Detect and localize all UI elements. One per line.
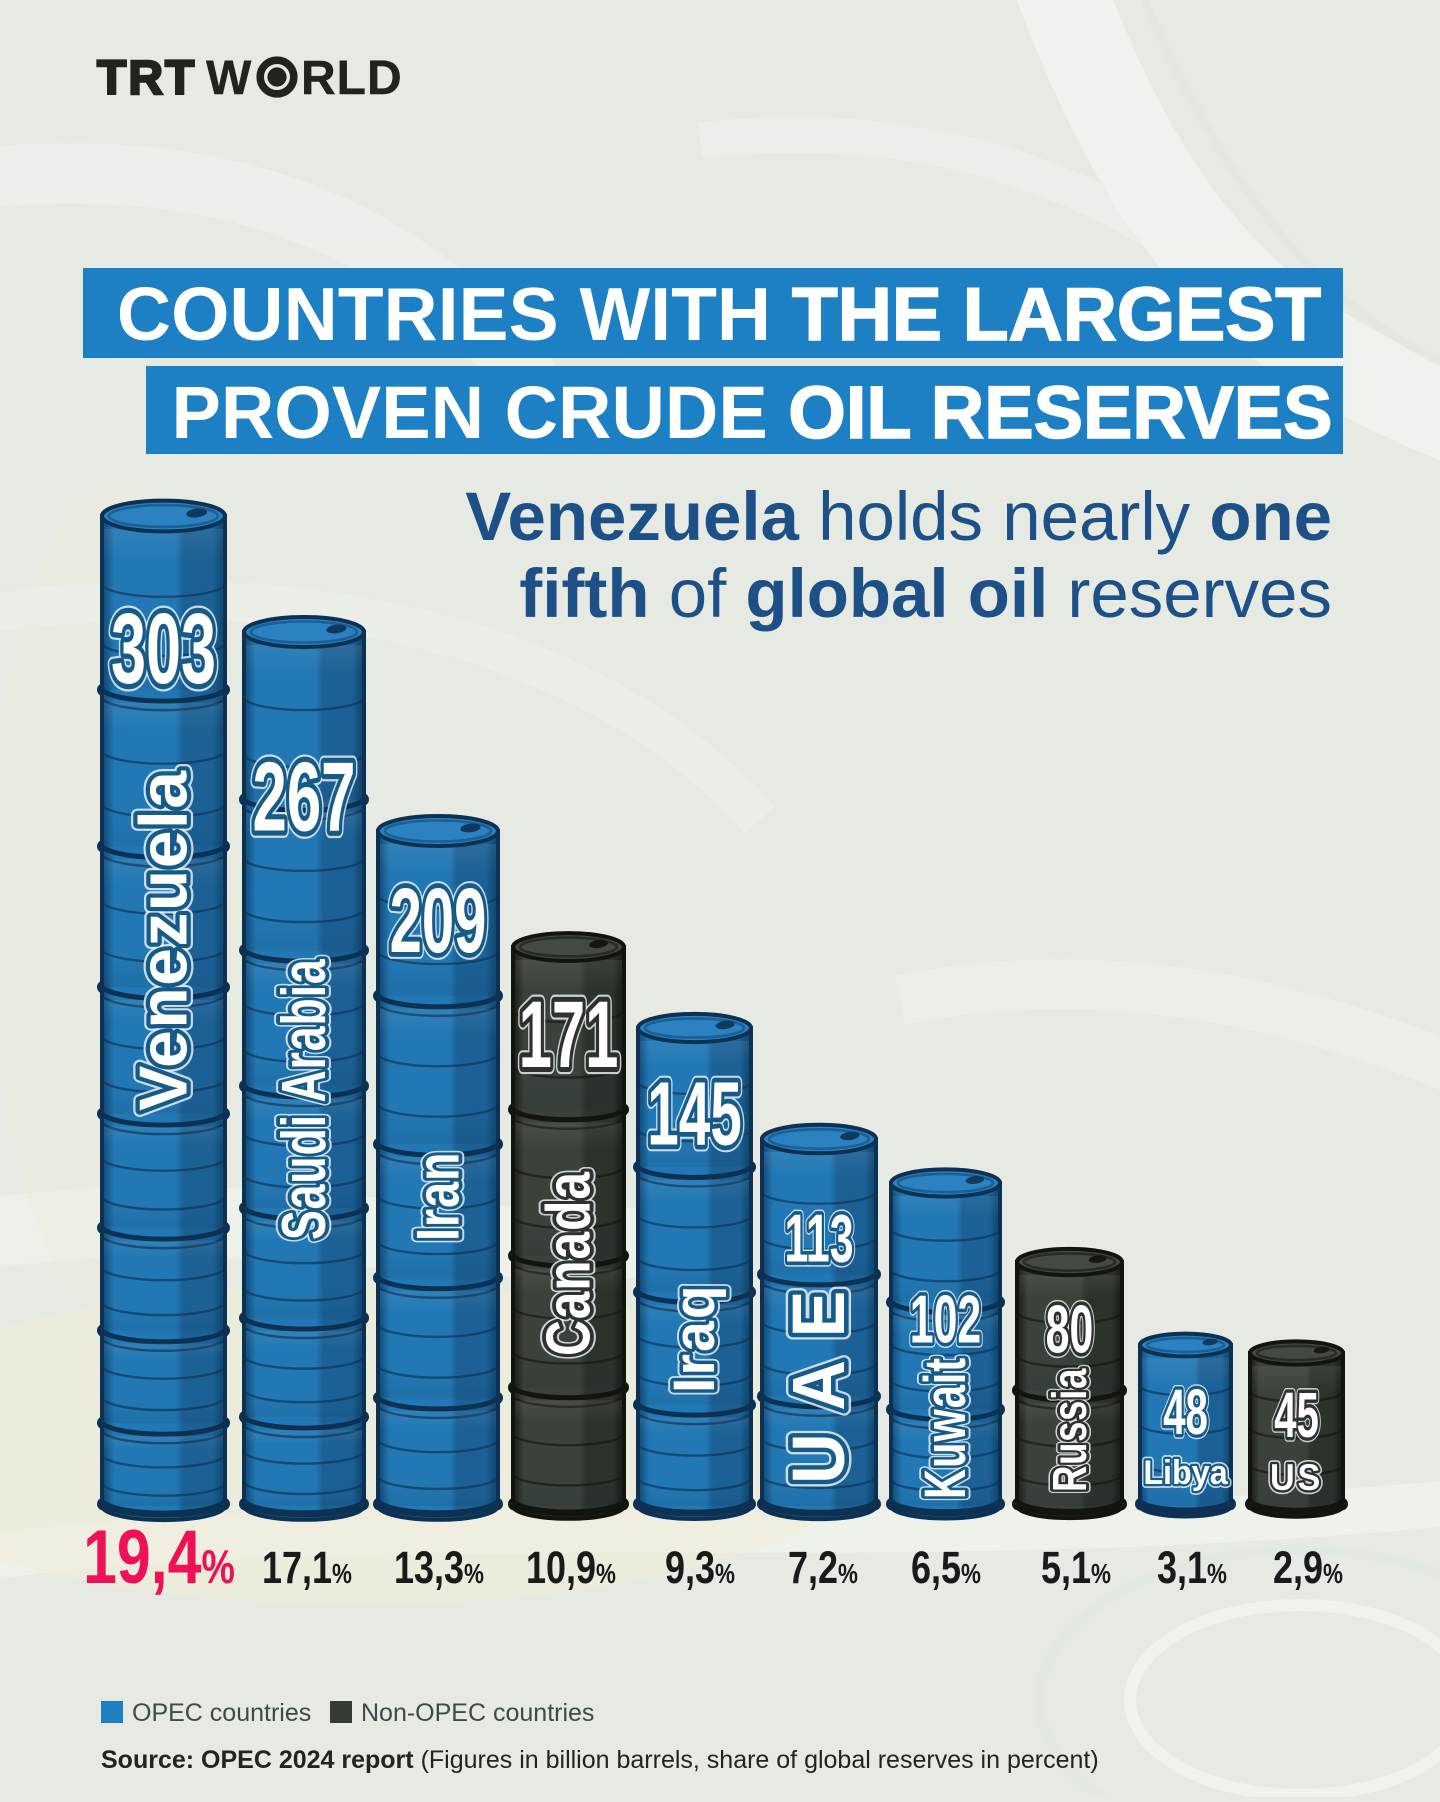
- svg-text:Iraq: Iraq: [662, 1283, 727, 1393]
- svg-text:Canada: Canada: [533, 1171, 603, 1356]
- svg-text:Canada: Canada: [533, 1171, 603, 1356]
- svg-text:TRT: TRT: [97, 52, 196, 105]
- svg-text:80: 80: [1046, 1293, 1094, 1368]
- svg-text:Libya: Libya: [1143, 1454, 1228, 1492]
- svg-text:Russia: Russia: [1043, 1368, 1097, 1492]
- svg-text:Libya: Libya: [1143, 1454, 1228, 1492]
- svg-text:OPEC countries: OPEC countries: [132, 1699, 311, 1727]
- svg-text:Venezuela: Venezuela: [126, 770, 202, 1111]
- svg-text:fifth of global oil reserves: fifth of global oil reserves: [519, 555, 1332, 632]
- svg-text:267: 267: [252, 743, 355, 852]
- svg-text:Saudi Arabia: Saudi Arabia: [270, 958, 339, 1240]
- svg-text:Kuwait: Kuwait: [912, 1357, 977, 1499]
- svg-text:45: 45: [1274, 1381, 1319, 1452]
- svg-text:Iraq: Iraq: [662, 1283, 727, 1393]
- svg-text:Non-OPEC countries: Non-OPEC countries: [361, 1699, 594, 1727]
- svg-text:Venezuela: Venezuela: [126, 770, 202, 1111]
- svg-text:Venezuela: Venezuela: [126, 770, 202, 1111]
- svg-text:113: 113: [784, 1202, 853, 1277]
- svg-text:209: 209: [390, 870, 487, 973]
- svg-text:45: 45: [1274, 1381, 1319, 1452]
- svg-text:Kuwait: Kuwait: [912, 1357, 977, 1499]
- svg-text:Kuwait: Kuwait: [912, 1357, 977, 1499]
- svg-text:Russia: Russia: [1043, 1368, 1097, 1492]
- svg-text:45: 45: [1274, 1381, 1319, 1452]
- svg-text:3,1%: 3,1%: [1157, 1542, 1227, 1593]
- svg-text:303: 303: [111, 592, 216, 704]
- svg-text:48: 48: [1163, 1378, 1208, 1449]
- svg-text:UAE: UAE: [779, 1268, 861, 1484]
- svg-text:209: 209: [390, 870, 487, 973]
- svg-text:113: 113: [784, 1202, 853, 1277]
- svg-text:209: 209: [390, 870, 487, 973]
- svg-text:UAE: UAE: [779, 1268, 861, 1484]
- svg-text:Venezuela holds nearly one: Venezuela holds nearly one: [465, 478, 1332, 555]
- svg-text:48: 48: [1163, 1378, 1208, 1449]
- svg-text:267: 267: [252, 743, 355, 852]
- svg-text:Russia: Russia: [1043, 1368, 1097, 1492]
- svg-text:RLD: RLD: [301, 52, 403, 105]
- svg-text:171: 171: [519, 981, 619, 1087]
- svg-text:Libya: Libya: [1143, 1454, 1228, 1492]
- svg-text:PROVEN CRUDE OIL RESERVES: PROVEN CRUDE OIL RESERVES: [172, 371, 1333, 454]
- svg-text:W: W: [206, 52, 252, 105]
- svg-text:Iran: Iran: [405, 1151, 472, 1241]
- svg-text:145: 145: [647, 1063, 742, 1164]
- svg-text:US: US: [1270, 1457, 1323, 1498]
- svg-text:145: 145: [647, 1063, 742, 1164]
- svg-text:US: US: [1270, 1457, 1323, 1498]
- svg-text:Saudi Arabia: Saudi Arabia: [270, 958, 339, 1240]
- svg-text:COUNTRIES WITH THE LARGEST: COUNTRIES WITH THE LARGEST: [117, 272, 1321, 356]
- svg-text:UAE: UAE: [779, 1268, 861, 1484]
- svg-text:5,1%: 5,1%: [1041, 1542, 1111, 1593]
- svg-text:48: 48: [1163, 1378, 1208, 1449]
- svg-text:Source: OPEC 2024 report (Figu: Source: OPEC 2024 report (Figures in bil…: [101, 1746, 1099, 1774]
- svg-text:Canada: Canada: [533, 1171, 603, 1356]
- svg-text:303: 303: [111, 592, 216, 704]
- svg-text:102: 102: [910, 1283, 981, 1358]
- svg-text:171: 171: [519, 981, 619, 1087]
- svg-text:Iran: Iran: [405, 1151, 472, 1241]
- svg-text:102: 102: [910, 1283, 981, 1358]
- svg-text:113: 113: [784, 1202, 853, 1277]
- svg-text:303: 303: [111, 592, 216, 704]
- svg-text:80: 80: [1046, 1293, 1094, 1368]
- svg-text:80: 80: [1046, 1293, 1094, 1368]
- svg-text:Iraq: Iraq: [662, 1283, 727, 1393]
- svg-text:Saudi Arabia: Saudi Arabia: [270, 958, 339, 1240]
- svg-text:267: 267: [252, 743, 355, 852]
- svg-text:145: 145: [647, 1063, 742, 1164]
- svg-text:171: 171: [519, 981, 619, 1087]
- svg-text:US: US: [1270, 1457, 1323, 1498]
- svg-text:Iran: Iran: [405, 1151, 472, 1241]
- svg-text:102: 102: [910, 1283, 981, 1358]
